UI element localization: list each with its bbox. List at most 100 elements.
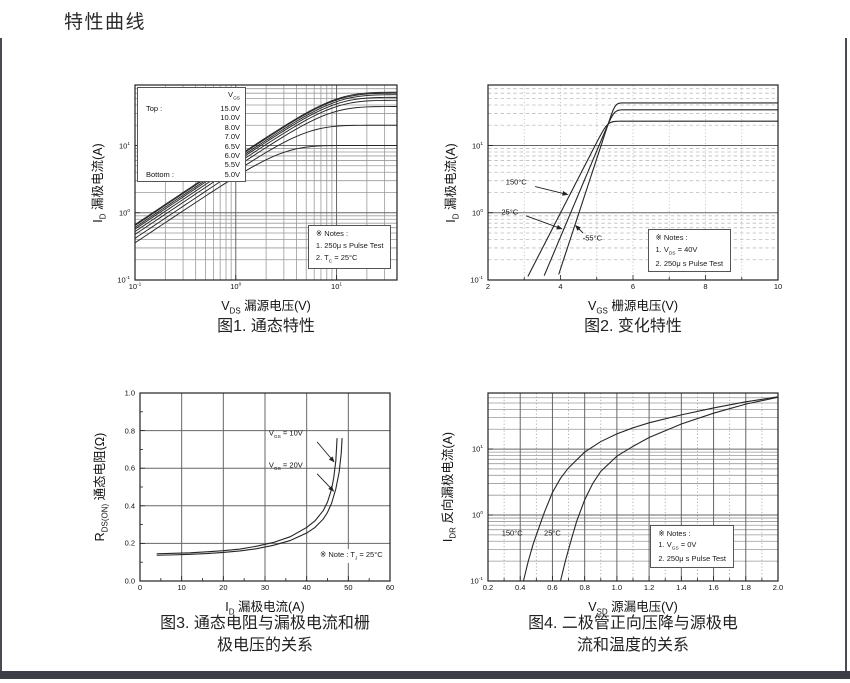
fig2-curve-150-C [527, 120, 778, 277]
fig4-x-axis-label: VSD 源漏电压(V) [588, 600, 678, 617]
page-frame-right-border [845, 38, 847, 672]
fig2-hgrid [488, 145, 778, 214]
fig4-x-tick-label: 0.8 [579, 583, 590, 592]
fig1-legend-row: 6.0V [224, 150, 240, 160]
fig3-annotation-V-GS-10V: VGS = 10V [268, 428, 303, 441]
fig2-y-tick-label: 101 [471, 140, 483, 150]
fig4-curve-25-C [559, 396, 779, 582]
fig3-x-tick-label: 40 [302, 583, 311, 592]
fig1-legend-row: 6.5V [224, 141, 240, 151]
fig3-y-tick-label: 0.2 [124, 538, 135, 548]
fig2-plot [487, 84, 779, 281]
fig4-annotation-25-C: 25°C [544, 528, 561, 538]
fig1-legend-row: 7.0V [224, 132, 240, 142]
fig2-annotation-arrow [575, 224, 584, 234]
fig4-x-tick-label: 0.2 [482, 583, 494, 592]
fig1-y-axis-label: ID 漏极电流(A) [90, 142, 108, 223]
fig2-annotation-25-C: 25°C [501, 207, 519, 217]
fig1-legend-row: Bottom :5.0V [146, 169, 240, 179]
fig1-legend-header: VGS [228, 90, 240, 102]
fig3-ticks [139, 392, 391, 582]
fig1-y-tick-label: 10-1 [117, 275, 130, 285]
fig3-annotation-V-GS-20V: VGS = 20V [268, 460, 303, 473]
fig4-curve-150-C [522, 396, 779, 582]
fig1-ticks [134, 145, 337, 281]
fig2-annotation-150-C: 150°C [505, 177, 527, 187]
page-frame-bottom-bar [0, 671, 850, 679]
fig1-curve-VGS-6.5V [134, 99, 398, 232]
fig1-curve-VGS-8.0V [134, 94, 398, 228]
fig1-caption: 图1. 通态特性 [217, 318, 315, 335]
fig3-annotation-arrow [316, 473, 335, 492]
fig4-caption: 图4. 二极管正向压降与源极电 [528, 615, 738, 632]
fig2-notes: ※ Notes :1. VDS = 40V 2. 250μ s Pulse Tes… [647, 229, 732, 273]
fig2-x-tick-label: 8 [703, 282, 708, 291]
fig1-legend: VGS Top :15.0V 10.0V 8.0V 7.0V 6.5V 6.0V 5.5V Bo… [137, 87, 246, 183]
fig1-curve-VGS-6.0V [134, 106, 398, 235]
fig3-y-tick-label: 0.6 [124, 463, 135, 473]
fig2-annotation-arrow [525, 215, 563, 230]
fig1-legend-row: 5.5V [224, 160, 240, 170]
fig3-x-tick-label: 0 [137, 583, 143, 592]
fig3-x-tick-label: 30 [260, 583, 270, 592]
fig2-ticks [487, 145, 779, 281]
fig1-curve-VGS-10.0V [134, 92, 398, 226]
fig4-x-tick-label: 0.4 [515, 583, 526, 592]
fig3-plot [139, 392, 391, 582]
fig3-annotation-arrow [316, 441, 335, 463]
fig4-x-tick-label: 1.0 [611, 583, 623, 592]
fig4-hgrid [488, 397, 778, 562]
fig2-x-tick-label: 2 [485, 282, 491, 291]
fig4-x-tick-label: 1.2 [643, 583, 655, 592]
fig3-y-axis-label: RDS(ON) 通态电阻(Ω) [92, 432, 110, 542]
fig3-x-axis-label: ID 漏极电流(A) [225, 600, 305, 617]
fig1-x-tick-label: 100 [230, 282, 242, 291]
fig2-curve-25-C [543, 109, 778, 276]
fig4-ticks [487, 448, 779, 582]
fig1-notes: ※ Notes :1. 250μ s Pulse Test 2. TC = 25°… [307, 225, 392, 269]
fig4-x-tick-label: 2.0 [772, 583, 784, 592]
fig2-curve--55-C [558, 102, 778, 275]
fig2-y-tick-label: 100 [471, 208, 483, 217]
fig4-x-tick-label: 1.4 [676, 583, 687, 592]
fig1-curve-VGS-5.0V [134, 145, 397, 244]
fig3-notes: ※ Note : TJ = 25°C [320, 549, 383, 563]
fig3-x-tick-label: 20 [219, 583, 228, 592]
fig4-annotation-150-C: 150°C [501, 528, 523, 538]
fig3-x-tick-label: 60 [385, 583, 395, 592]
fig4-y-axis-label: IDR 反向漏极电流(A) [440, 431, 458, 543]
fig3-hgrid [140, 430, 390, 544]
fig4-notes: ※ Notes :1. VGS = 0V 2. 250μ s Pulse Test [650, 524, 734, 568]
page-frame-left-border [0, 38, 2, 672]
fig4-x-tick-label: 0.6 [547, 583, 558, 592]
fig3-x-tick-label: 50 [344, 583, 353, 592]
fig3-y-tick-label: 0.0 [124, 576, 135, 586]
fig2-y-axis-label: ID 漏极电流(A) [443, 142, 461, 223]
fig1-curve-VGS-5.5V [134, 124, 397, 239]
fig4-x-tick-label: 1.6 [708, 583, 719, 592]
fig1-curve-VGS-15.0V [134, 91, 398, 225]
fig3-caption: 图3. 通态电阻与漏极电流和栅 [160, 615, 370, 632]
fig4-plot [487, 392, 779, 582]
fig3-curve-VGS-20V [156, 438, 343, 556]
fig1-curve-VGS-7.0V [134, 96, 398, 230]
fig3-x-tick-label: 10 [177, 583, 186, 592]
fig2-annotation--55-C: -55°C [582, 233, 603, 243]
fig4-x-tick-label: 1.8 [740, 583, 751, 592]
fig2-x-tick-label: 6 [630, 282, 636, 291]
fig3-y-tick-label: 1.0 [124, 388, 135, 398]
fig3-y-tick-label: 0.4 [124, 501, 135, 511]
fig2-caption: 图2. 变化特性 [584, 318, 682, 335]
fig4-hgrid [488, 448, 778, 516]
fig2-x-tick-label: 4 [558, 282, 563, 291]
fig4-y-tick-label: 101 [471, 444, 483, 454]
fig1-y-tick-label: 101 [118, 140, 130, 150]
fig1-legend-row: 8.0V [224, 122, 240, 132]
fig1-x-axis-label: VDS 漏源电压(V) [221, 299, 311, 316]
fig2-annotation-arrow [535, 186, 569, 196]
fig1-legend-row: 10.0V [220, 113, 240, 123]
fig1-x-tick-label: 10-1 [128, 282, 142, 291]
fig4-caption: 流和温度的关系 [576, 637, 690, 654]
fig4-y-tick-label: 10-1 [470, 576, 483, 586]
